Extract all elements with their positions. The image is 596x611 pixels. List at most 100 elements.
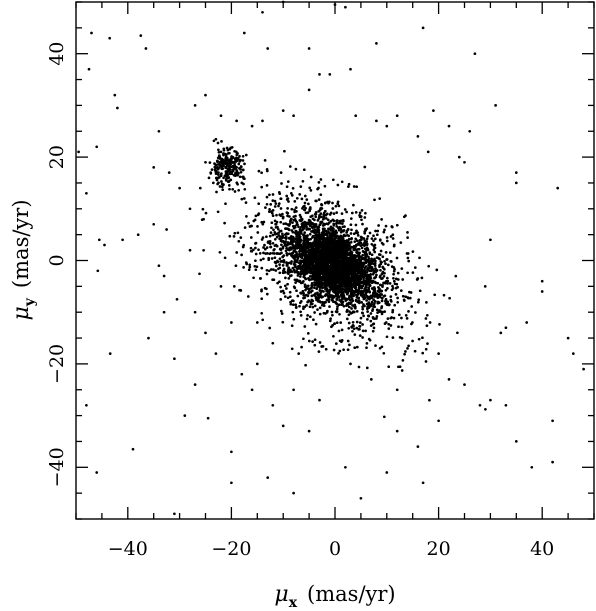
data-point bbox=[257, 248, 260, 252]
data-point bbox=[329, 271, 333, 275]
data-point bbox=[349, 223, 353, 227]
data-point bbox=[265, 292, 269, 296]
data-point bbox=[300, 232, 303, 235]
data-point bbox=[167, 171, 171, 174]
data-point bbox=[310, 302, 314, 306]
data-point bbox=[85, 191, 88, 195]
data-point bbox=[285, 198, 289, 201]
data-point bbox=[266, 47, 270, 50]
data-point bbox=[296, 223, 299, 226]
data-point bbox=[214, 172, 218, 176]
data-point bbox=[514, 440, 518, 443]
data-point bbox=[269, 231, 273, 234]
data-point bbox=[363, 252, 367, 256]
data-point bbox=[329, 229, 333, 232]
data-point bbox=[407, 259, 411, 263]
data-point bbox=[263, 243, 266, 247]
data-point bbox=[483, 285, 487, 288]
data-point bbox=[261, 318, 265, 322]
data-point bbox=[273, 230, 277, 234]
data-point bbox=[366, 234, 370, 238]
data-point bbox=[324, 312, 327, 315]
data-point bbox=[353, 257, 357, 260]
data-point bbox=[280, 260, 284, 263]
data-point bbox=[267, 269, 271, 273]
data-point bbox=[361, 250, 365, 253]
data-point bbox=[217, 150, 221, 154]
data-point bbox=[286, 232, 289, 236]
data-point bbox=[307, 288, 311, 291]
data-point bbox=[299, 185, 303, 188]
data-point bbox=[348, 278, 351, 281]
data-point bbox=[308, 219, 312, 223]
data-point bbox=[337, 237, 340, 240]
data-point bbox=[337, 227, 341, 230]
data-point bbox=[425, 313, 429, 317]
data-point bbox=[377, 294, 380, 298]
data-point bbox=[357, 256, 361, 260]
data-point bbox=[292, 237, 295, 240]
data-point bbox=[308, 315, 312, 319]
data-point bbox=[347, 301, 351, 305]
data-point bbox=[241, 159, 245, 162]
data-point bbox=[317, 186, 320, 190]
data-point bbox=[317, 249, 321, 252]
data-point bbox=[330, 310, 334, 314]
data-point bbox=[302, 280, 305, 283]
data-point bbox=[293, 263, 297, 267]
data-point bbox=[358, 325, 362, 328]
data-point bbox=[313, 257, 317, 260]
data-point bbox=[323, 209, 327, 213]
data-point bbox=[336, 260, 340, 264]
data-point bbox=[333, 269, 336, 273]
data-point bbox=[318, 245, 322, 248]
data-point bbox=[349, 293, 353, 296]
data-point bbox=[280, 240, 284, 243]
data-point bbox=[346, 348, 350, 352]
data-point bbox=[267, 210, 271, 213]
data-point bbox=[351, 261, 354, 265]
data-point bbox=[256, 225, 259, 228]
data-point bbox=[386, 263, 390, 267]
data-point bbox=[324, 300, 327, 304]
data-point bbox=[303, 201, 307, 205]
data-point bbox=[346, 227, 350, 231]
data-point bbox=[281, 320, 285, 324]
data-point bbox=[392, 243, 396, 247]
data-point bbox=[249, 236, 253, 239]
data-point bbox=[285, 194, 289, 198]
data-point bbox=[391, 336, 395, 339]
data-point bbox=[291, 310, 295, 314]
data-point bbox=[368, 231, 372, 235]
data-point bbox=[312, 230, 316, 234]
data-point bbox=[318, 254, 321, 258]
data-point bbox=[383, 310, 387, 313]
data-point bbox=[318, 293, 322, 296]
data-point bbox=[281, 245, 285, 249]
data-point bbox=[315, 266, 319, 269]
data-point bbox=[227, 152, 230, 155]
data-point bbox=[309, 189, 313, 192]
data-point bbox=[328, 234, 332, 238]
data-point bbox=[417, 298, 421, 302]
data-point bbox=[257, 212, 261, 215]
data-point bbox=[456, 331, 459, 335]
data-point bbox=[373, 250, 377, 254]
data-point bbox=[347, 313, 351, 317]
data-point bbox=[121, 238, 124, 242]
data-point bbox=[378, 197, 382, 200]
data-point bbox=[396, 296, 399, 300]
data-point bbox=[369, 378, 373, 381]
data-point bbox=[294, 214, 297, 218]
data-point bbox=[317, 210, 321, 213]
data-point bbox=[295, 278, 298, 282]
data-point bbox=[289, 302, 293, 306]
data-point bbox=[312, 225, 316, 229]
data-point bbox=[305, 317, 309, 321]
data-point bbox=[242, 182, 245, 186]
data-point bbox=[337, 204, 341, 208]
data-point bbox=[249, 246, 253, 250]
data-point bbox=[243, 187, 247, 191]
data-point bbox=[322, 215, 325, 219]
data-point bbox=[293, 261, 297, 264]
